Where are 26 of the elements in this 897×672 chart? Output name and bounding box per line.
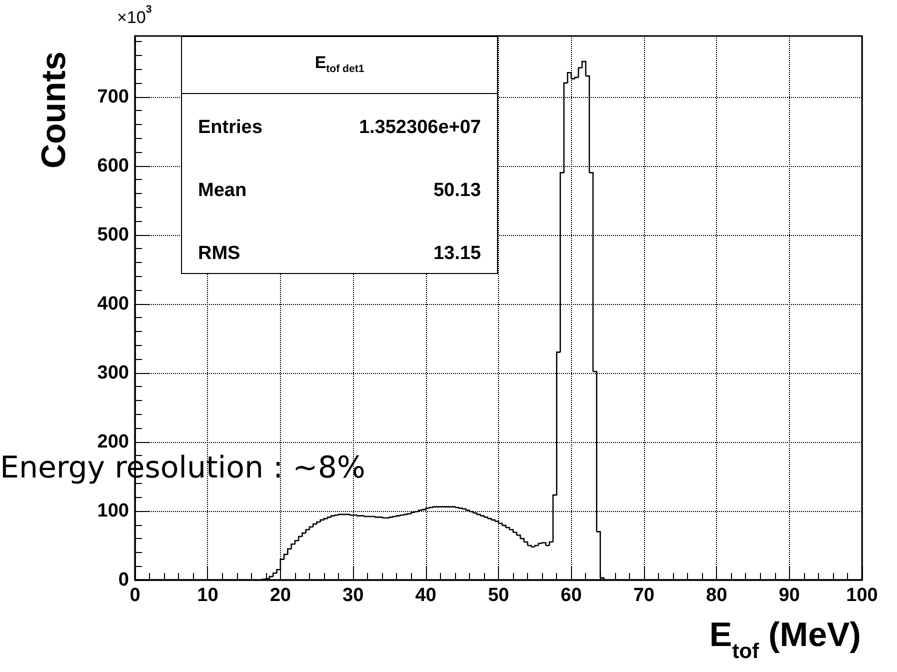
- x-tick-label: 90: [778, 585, 800, 606]
- x-tick-label: 50: [488, 585, 510, 606]
- x-tick-label: 100: [846, 585, 878, 606]
- x-tick-label: 30: [342, 585, 364, 606]
- y-tick-label: 500: [97, 224, 129, 246]
- y-tick-label: 700: [97, 86, 129, 108]
- annotation: RMS: [198, 243, 240, 266]
- y-tick-label: 400: [97, 293, 129, 314]
- annotation: 1.352306e+07: [358, 117, 481, 140]
- x-tick-label: 20: [270, 585, 291, 606]
- y-tick-label: 200: [97, 431, 129, 452]
- annotation: Mean: [198, 180, 247, 202]
- annotation: 13.15: [433, 243, 481, 266]
- y-tick-label: 300: [97, 362, 129, 384]
- annotation: 50.13: [433, 180, 481, 202]
- chart-title: E$_{tof det1}$: [314, 53, 364, 76]
- y-tick-label: 600: [97, 155, 129, 176]
- x-tick-label: 10: [197, 585, 218, 606]
- x-tick-label: 40: [415, 585, 436, 606]
- y-tick-label: 100: [97, 500, 129, 522]
- annotation: Entries: [198, 117, 262, 140]
- x-tick-label: 80: [706, 585, 728, 606]
- x-tick-label: 70: [633, 585, 654, 606]
- y-tick-label: 0: [118, 570, 129, 590]
- y-axis-title: Counts: [35, 51, 73, 169]
- x-tick-label: 60: [560, 585, 582, 606]
